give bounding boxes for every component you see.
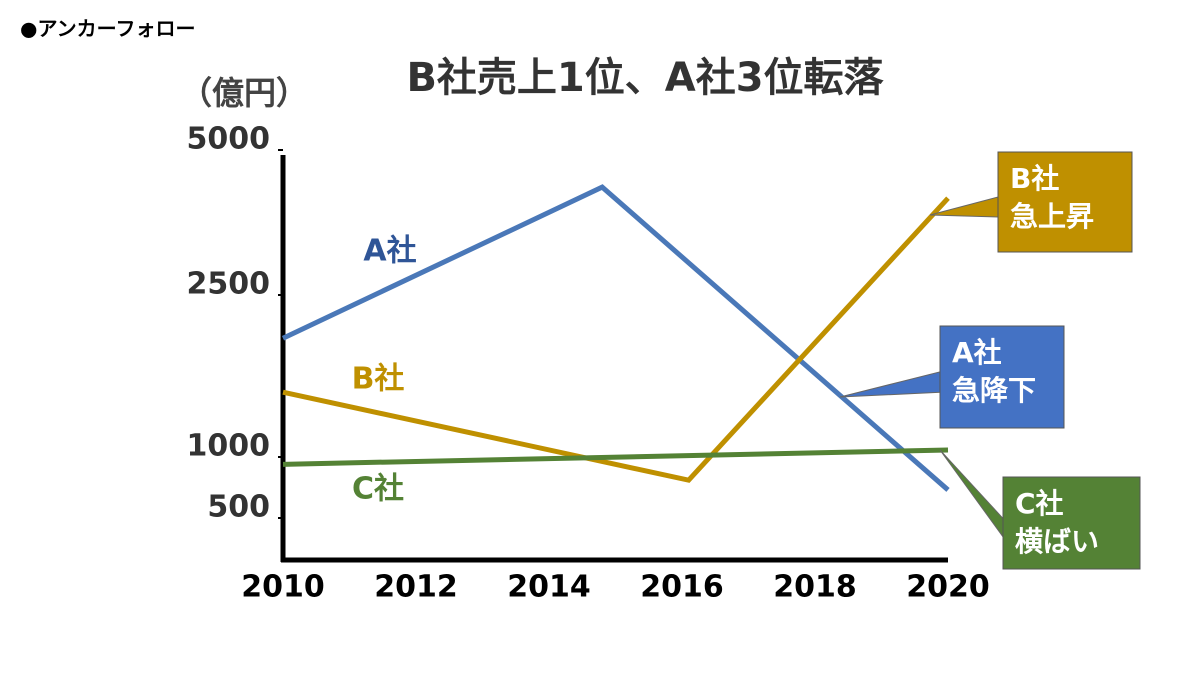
- callout-text: B社: [1010, 162, 1059, 195]
- y-axis-label: （億円）: [180, 74, 308, 112]
- callout-box: [939, 325, 1065, 429]
- series-label: A社: [363, 234, 416, 269]
- series-line: [281, 184, 950, 492]
- callout-pointer: [939, 449, 1004, 539]
- callout-box: [1002, 476, 1141, 570]
- x-tick-label: 2014: [507, 570, 591, 605]
- x-tick-label: 2010: [241, 570, 325, 605]
- callout-box: [997, 151, 1133, 253]
- header: ●アンカーフォロー: [20, 17, 195, 41]
- callout-text: 横ばい: [1015, 525, 1099, 558]
- callout-text: 急降下: [952, 374, 1036, 407]
- series-label: B社: [352, 362, 405, 397]
- x-tick-label: 2020: [906, 570, 990, 605]
- series-line: [282, 196, 950, 483]
- y-tick-label: 500: [207, 490, 270, 525]
- y-tick-label: 5000: [187, 122, 271, 157]
- y-tick-label: 1000: [187, 429, 271, 464]
- y-tick-label: 2500: [187, 267, 271, 302]
- chart-title: B社売上1位、A社3位転落: [406, 55, 884, 101]
- callout-text: A社: [952, 336, 1002, 369]
- callout-text: C社: [1015, 487, 1064, 520]
- callout-text: 急上昇: [1010, 200, 1094, 233]
- series-line: [282, 447, 949, 467]
- x-tick-label: 2012: [374, 570, 458, 605]
- x-tick-label: 2016: [640, 570, 724, 605]
- x-tick-label: 2018: [773, 570, 857, 605]
- callout-pointer: [839, 371, 941, 398]
- series-label: C社: [352, 472, 404, 507]
